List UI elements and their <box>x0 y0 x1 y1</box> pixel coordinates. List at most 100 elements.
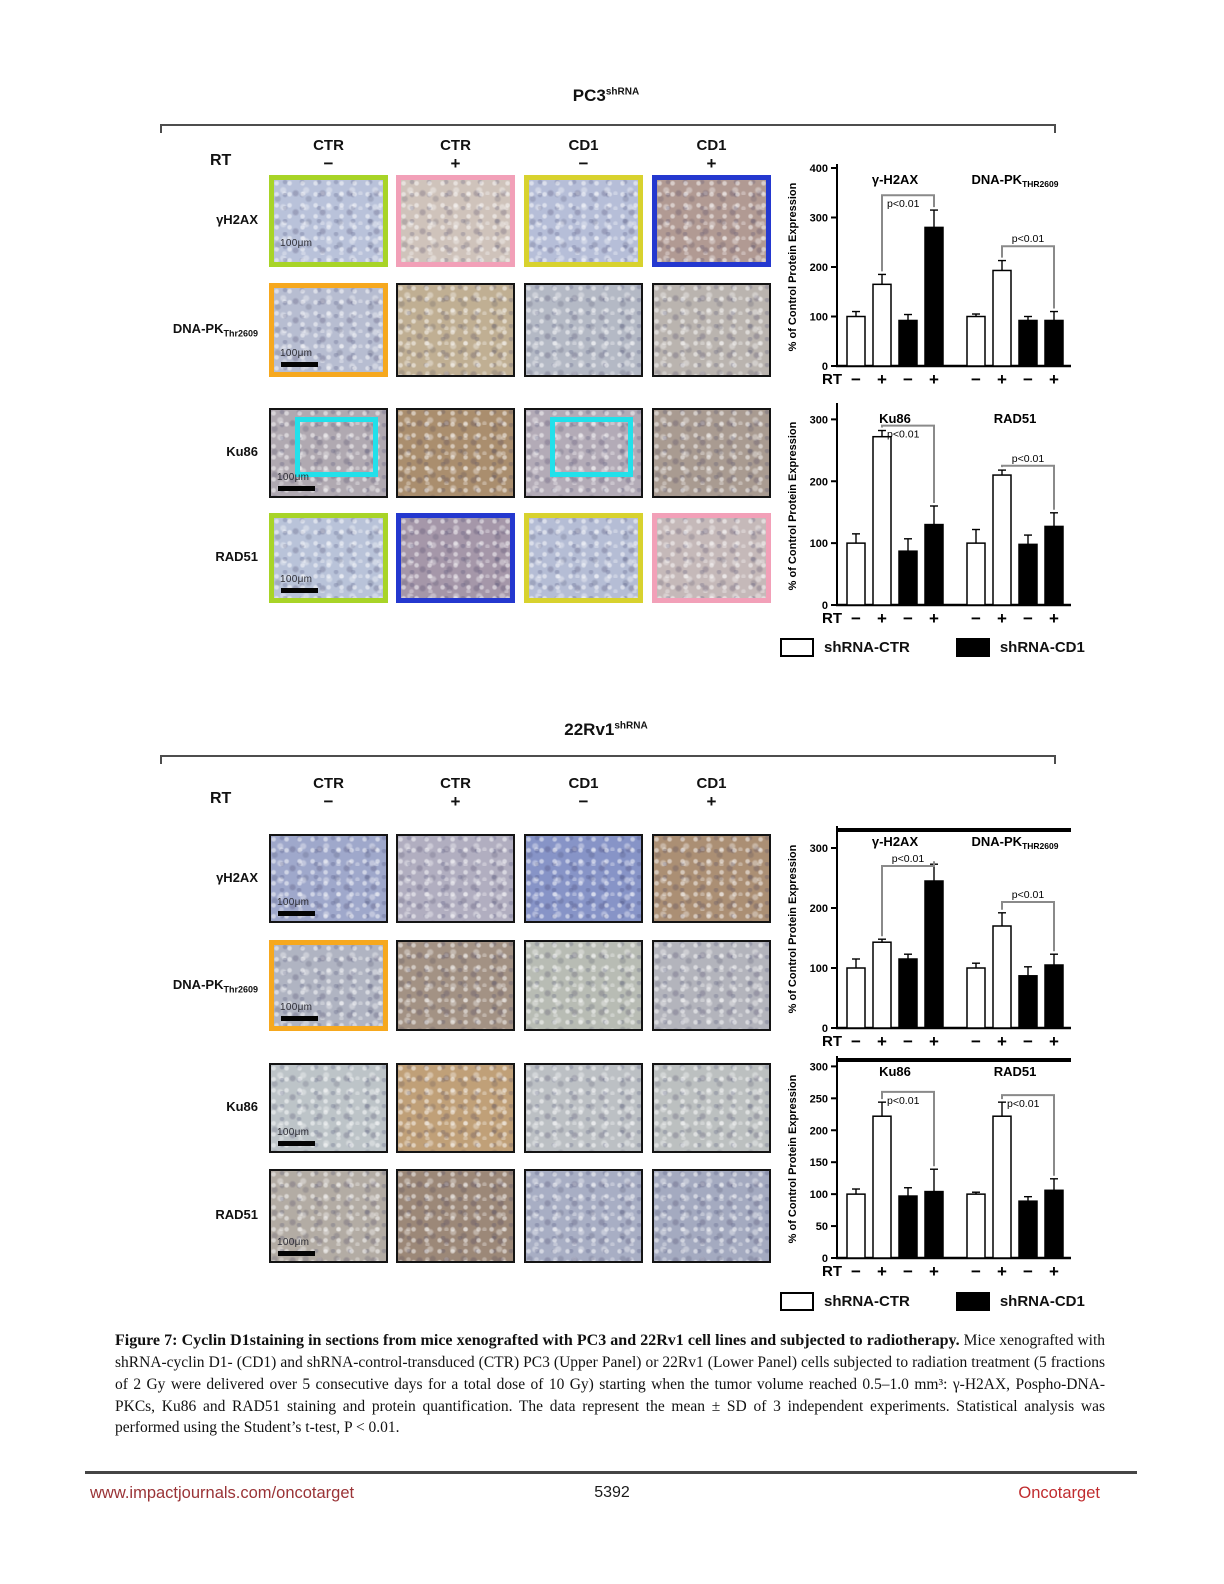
panel-title-text: 22Rv1 <box>564 720 615 739</box>
bar <box>872 1115 892 1259</box>
legend: shRNA-CTR shRNA-CD1 <box>780 1292 1085 1311</box>
bar <box>846 542 866 606</box>
bar <box>966 542 986 606</box>
y-tick-label: 0 <box>822 600 828 612</box>
micrograph-cell <box>524 1169 643 1263</box>
rt-label: RT <box>210 790 232 807</box>
bar-chart: % of Control Protein Expression 0 50 100 150… <box>787 1056 1071 1281</box>
y-tick-label: 0 <box>822 1023 828 1035</box>
x-mark: + <box>997 609 1007 628</box>
group-title: DNA-PKTHR2609 <box>972 172 1059 189</box>
x-mark: + <box>929 1262 939 1281</box>
scale-bar <box>278 1251 315 1256</box>
row-label-sub: Thr2609 <box>223 984 258 995</box>
row-label: Ku86 <box>226 444 258 459</box>
y-tick-label: 300 <box>810 414 828 426</box>
sig-bracket <box>881 1090 935 1167</box>
column-header: CD1− <box>524 137 643 174</box>
y-tick-label: 200 <box>810 262 828 274</box>
column-rt-mark: + <box>450 792 461 811</box>
group-title: DNA-PKTHR2609 <box>972 834 1059 851</box>
bar <box>1044 1189 1064 1259</box>
bar <box>992 1115 1012 1259</box>
row-label: γH2AX <box>216 212 258 227</box>
column-rt-mark: − <box>323 154 334 173</box>
y-tick-label: 0 <box>822 1253 828 1265</box>
panel-title: PC3shRNA <box>160 86 1052 106</box>
column-group-label: CTR <box>313 775 344 792</box>
column-rt-mark: − <box>578 154 589 173</box>
scale-bar-label: 100μm <box>280 574 313 585</box>
x-mark: + <box>929 1032 939 1051</box>
x-mark: − <box>903 1262 913 1281</box>
micrograph-cell <box>524 408 643 498</box>
rt-axis-label: RT <box>822 610 842 627</box>
x-mark: + <box>1049 370 1059 389</box>
x-mark: + <box>877 1032 887 1051</box>
x-mark: − <box>851 370 861 389</box>
rt-axis-label: RT <box>822 1263 842 1280</box>
footer-page-number: 5392 <box>594 1484 630 1501</box>
sig-label: p<0.01 <box>1007 1098 1040 1110</box>
micrograph-cell <box>652 408 771 498</box>
y-tick-label: 400 <box>810 163 828 175</box>
row-label: Ku86 <box>226 1099 258 1114</box>
bar <box>924 523 944 606</box>
rt-axis-label: RT <box>822 1033 842 1050</box>
bar-chart: % of Control Protein Expression 0 100 200 30… <box>787 163 1071 389</box>
x-mark: + <box>997 1032 1007 1051</box>
column-rt-mark: − <box>578 792 589 811</box>
footer-rule <box>85 1471 1137 1474</box>
bar <box>1018 1200 1038 1259</box>
rt-axis-label: RT <box>822 371 842 388</box>
micrograph-cell <box>524 940 643 1031</box>
x-mark: − <box>851 1262 861 1281</box>
y-tick-label: 200 <box>810 1125 828 1137</box>
x-mark: + <box>929 370 939 389</box>
micrograph-cell <box>396 1169 515 1263</box>
y-tick-label: 250 <box>810 1093 828 1105</box>
panel-title-sup: shRNA <box>605 86 640 98</box>
sig-label: p<0.01 <box>887 1095 920 1107</box>
micrograph-cell <box>396 1063 515 1153</box>
y-tick-label: 100 <box>810 538 828 550</box>
x-mark: − <box>971 1032 981 1051</box>
bar <box>872 941 892 1029</box>
micrograph-cell <box>524 834 643 923</box>
scale-bar-label: 100μm <box>280 348 313 359</box>
micrograph-cell: 100μm <box>269 283 388 377</box>
y-axis-label: % of Control Protein Expression <box>787 844 799 1013</box>
y-axis-label: % of Control Protein Expression <box>787 421 799 590</box>
micrograph-cell: 100μm <box>269 513 388 603</box>
row-label-sub: Thr2609 <box>223 328 258 339</box>
column-group-label: CD1 <box>568 137 599 154</box>
y-tick-label: 100 <box>810 1189 828 1201</box>
y-axis-label: % of Control Protein Expression <box>787 1074 799 1243</box>
sig-bracket <box>1001 1094 1055 1176</box>
x-mark: + <box>1049 1032 1059 1051</box>
bar <box>898 319 918 367</box>
bar-chart: % of Control Protein Expression 0 100 200 30… <box>787 826 1071 1051</box>
x-mark: − <box>851 609 861 628</box>
figure-caption: Figure 7: Cyclin D1staining in sections … <box>115 1330 1105 1439</box>
scale-bar-label: 100μm <box>277 1127 310 1138</box>
x-mark: − <box>851 1032 861 1051</box>
bar <box>966 967 986 1029</box>
footer-url[interactable]: www.impactjournals.com/oncotarget <box>90 1484 355 1502</box>
column-header: CTR + <box>396 775 515 812</box>
micrograph-cell <box>524 1063 643 1153</box>
scale-bar <box>278 1141 315 1146</box>
micrograph-cell: 100μm <box>269 1169 388 1263</box>
column-group-label: CD1 <box>696 137 727 154</box>
column-rt-mark: + <box>706 792 717 811</box>
panel-title-text: PC3 <box>572 86 606 105</box>
scale-bar <box>281 1016 318 1021</box>
legend-swatch <box>780 638 814 657</box>
column-header: CD1 + <box>652 137 771 174</box>
x-mark: − <box>1023 1032 1033 1051</box>
scale-bar-label: 100μm <box>277 472 310 483</box>
x-mark: + <box>1049 1262 1059 1281</box>
y-tick-label: 50 <box>816 1221 828 1233</box>
bar-chart: % of Control Protein Expression 0 100 200 30… <box>787 403 1071 628</box>
